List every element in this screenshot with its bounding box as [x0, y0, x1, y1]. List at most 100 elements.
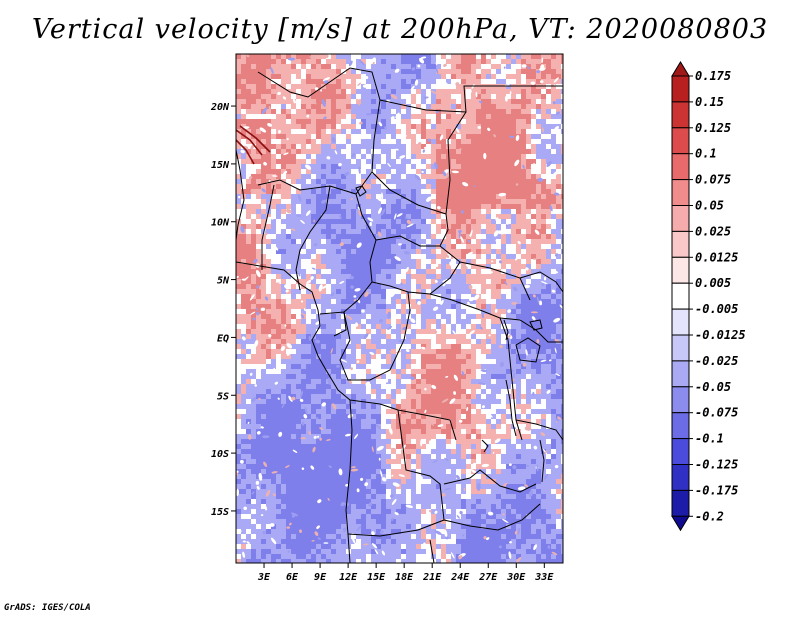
field-cell [336, 419, 342, 425]
field-cell [356, 304, 362, 310]
field-cell [501, 154, 507, 160]
field-cell [296, 319, 302, 325]
field-cell [416, 69, 422, 75]
field-cell [556, 259, 562, 265]
field-cell [301, 334, 307, 340]
field-cell [461, 274, 467, 280]
field-cell [396, 324, 402, 330]
field-cell [301, 329, 307, 335]
field-cell [466, 199, 472, 205]
field-cell [461, 144, 467, 150]
field-cell [386, 184, 392, 190]
field-cell [466, 409, 472, 415]
field-cell [366, 254, 372, 260]
field-cell [516, 264, 522, 270]
field-cell [506, 154, 512, 160]
field-cell [311, 319, 317, 325]
field-cell [541, 329, 547, 335]
field-cell [391, 214, 397, 220]
field-cell [531, 144, 537, 150]
field-cell [481, 164, 487, 170]
field-cell [536, 344, 542, 350]
field-cell [331, 429, 337, 435]
field-cell [266, 99, 272, 105]
field-cell [301, 184, 307, 190]
field-cell [446, 94, 452, 100]
field-cell [351, 124, 357, 130]
field-cell [346, 169, 352, 175]
field-cell [536, 234, 542, 240]
field-cell [441, 299, 447, 305]
field-cell [296, 139, 302, 145]
field-cell [416, 404, 422, 410]
field-cell [356, 259, 362, 265]
field-cell [536, 249, 542, 255]
field-cell [261, 269, 267, 275]
field-cell [516, 169, 522, 175]
field-cell [506, 109, 512, 115]
field-cell [336, 254, 342, 260]
field-cell [396, 264, 402, 270]
field-cell [421, 139, 427, 145]
field-cell [386, 279, 392, 285]
field-cell [341, 164, 347, 170]
field-cell [506, 424, 512, 430]
field-cell [391, 169, 397, 175]
field-cell [401, 259, 407, 265]
field-cell [391, 154, 397, 160]
field-cell [246, 384, 252, 390]
field-cell [341, 89, 347, 95]
field-cell [386, 394, 392, 400]
field-cell [496, 169, 502, 175]
field-cell [476, 409, 482, 415]
field-cell [361, 354, 367, 360]
field-cell [431, 364, 437, 370]
field-cell [481, 269, 487, 275]
field-cell [241, 189, 247, 195]
field-cell [561, 154, 563, 160]
field-cell [536, 199, 542, 205]
field-cell [461, 194, 467, 200]
field-cell [561, 379, 563, 385]
field-cell [496, 409, 502, 415]
field-cell [241, 179, 247, 185]
field-cell [306, 199, 312, 205]
field-cell [306, 354, 312, 360]
field-cell [406, 89, 412, 95]
field-cell [521, 159, 527, 165]
field-cell [486, 84, 492, 90]
field-cell [516, 374, 522, 380]
field-cell [411, 419, 417, 425]
field-cell [496, 179, 502, 185]
field-cell [541, 164, 547, 170]
field-cell [281, 364, 287, 370]
field-cell [556, 379, 562, 385]
field-cell [541, 99, 547, 105]
field-cell [541, 229, 547, 235]
field-cell [401, 279, 407, 285]
field-cell [261, 84, 267, 90]
field-cell [341, 419, 347, 425]
field-cell [261, 324, 267, 330]
field-cell [541, 284, 547, 290]
field-cell [321, 229, 327, 235]
field-cell [346, 259, 352, 265]
field-cell [516, 369, 522, 375]
field-cell [456, 234, 462, 240]
field-cell [366, 309, 372, 315]
field-cell [276, 339, 282, 345]
field-cell [276, 329, 282, 335]
field-cell [286, 229, 292, 235]
field-cell [556, 159, 562, 165]
field-cell [401, 334, 407, 340]
field-cell [341, 379, 347, 385]
field-cell [521, 144, 527, 150]
field-cell [426, 374, 432, 380]
field-cell [271, 54, 277, 60]
field-cell [471, 319, 477, 325]
field-cell [471, 134, 477, 140]
field-cell [276, 419, 282, 425]
field-cell [561, 54, 563, 60]
field-cell [461, 319, 467, 325]
field-cell [411, 334, 417, 340]
